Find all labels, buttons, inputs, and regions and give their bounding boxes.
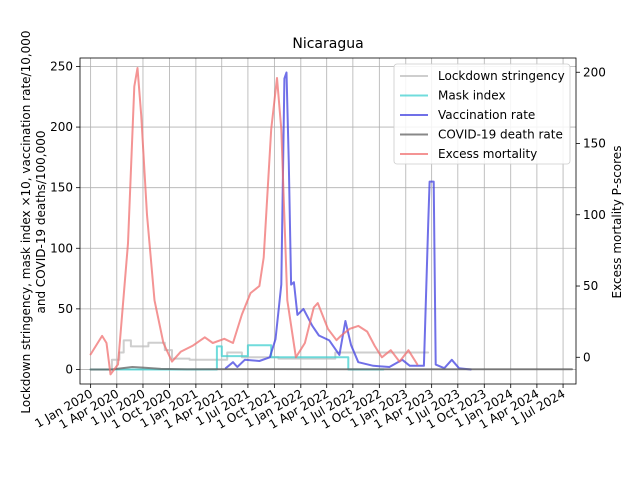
grid-lines xyxy=(80,58,576,384)
legend-label: COVID-19 death rate xyxy=(438,128,563,142)
y-axis-left-title-line1: Lockdown stringency, mask index ×10, vac… xyxy=(19,30,33,413)
right-tick-label: 100 xyxy=(583,208,606,222)
legend-label: Lockdown stringency xyxy=(438,69,565,83)
series-line-excess-mortality xyxy=(89,67,419,376)
chart-title: Nicaragua xyxy=(292,36,363,52)
right-tick-label: 50 xyxy=(583,279,598,293)
left-axis: 0 50 100 150 200 250 xyxy=(50,59,80,376)
y-axis-right-title: Excess mortality P-scores xyxy=(610,146,624,299)
left-tick-label: 150 xyxy=(50,181,73,195)
right-tick-label: 200 xyxy=(583,65,606,79)
left-tick-label: 50 xyxy=(58,302,73,316)
right-tick-label: 150 xyxy=(583,137,606,151)
y-axis-left-title-line2: and COVID-19 deaths/100,000 xyxy=(34,131,48,314)
legend-label: Mask index xyxy=(438,89,506,103)
series-line-mask-index xyxy=(89,344,385,371)
series-lines xyxy=(89,67,573,376)
series-line-covid-19-death-rate xyxy=(89,366,573,371)
left-tick-label: 100 xyxy=(50,241,73,255)
left-tick-label: 200 xyxy=(50,120,73,134)
right-axis: 0 50 100 150 200 xyxy=(576,65,606,364)
right-tick-label: 0 xyxy=(583,350,591,364)
left-tick-label: 0 xyxy=(65,362,73,376)
legend-box xyxy=(393,63,571,165)
left-tick-label: 250 xyxy=(50,59,73,73)
series-line-vaccination-rate xyxy=(224,71,472,371)
legend: Lockdown stringency Mask index Vaccination… xyxy=(393,63,571,165)
legend-label: Excess mortality xyxy=(438,147,537,161)
plot-frame xyxy=(79,57,577,385)
legend-label: Vaccination rate xyxy=(438,108,535,122)
